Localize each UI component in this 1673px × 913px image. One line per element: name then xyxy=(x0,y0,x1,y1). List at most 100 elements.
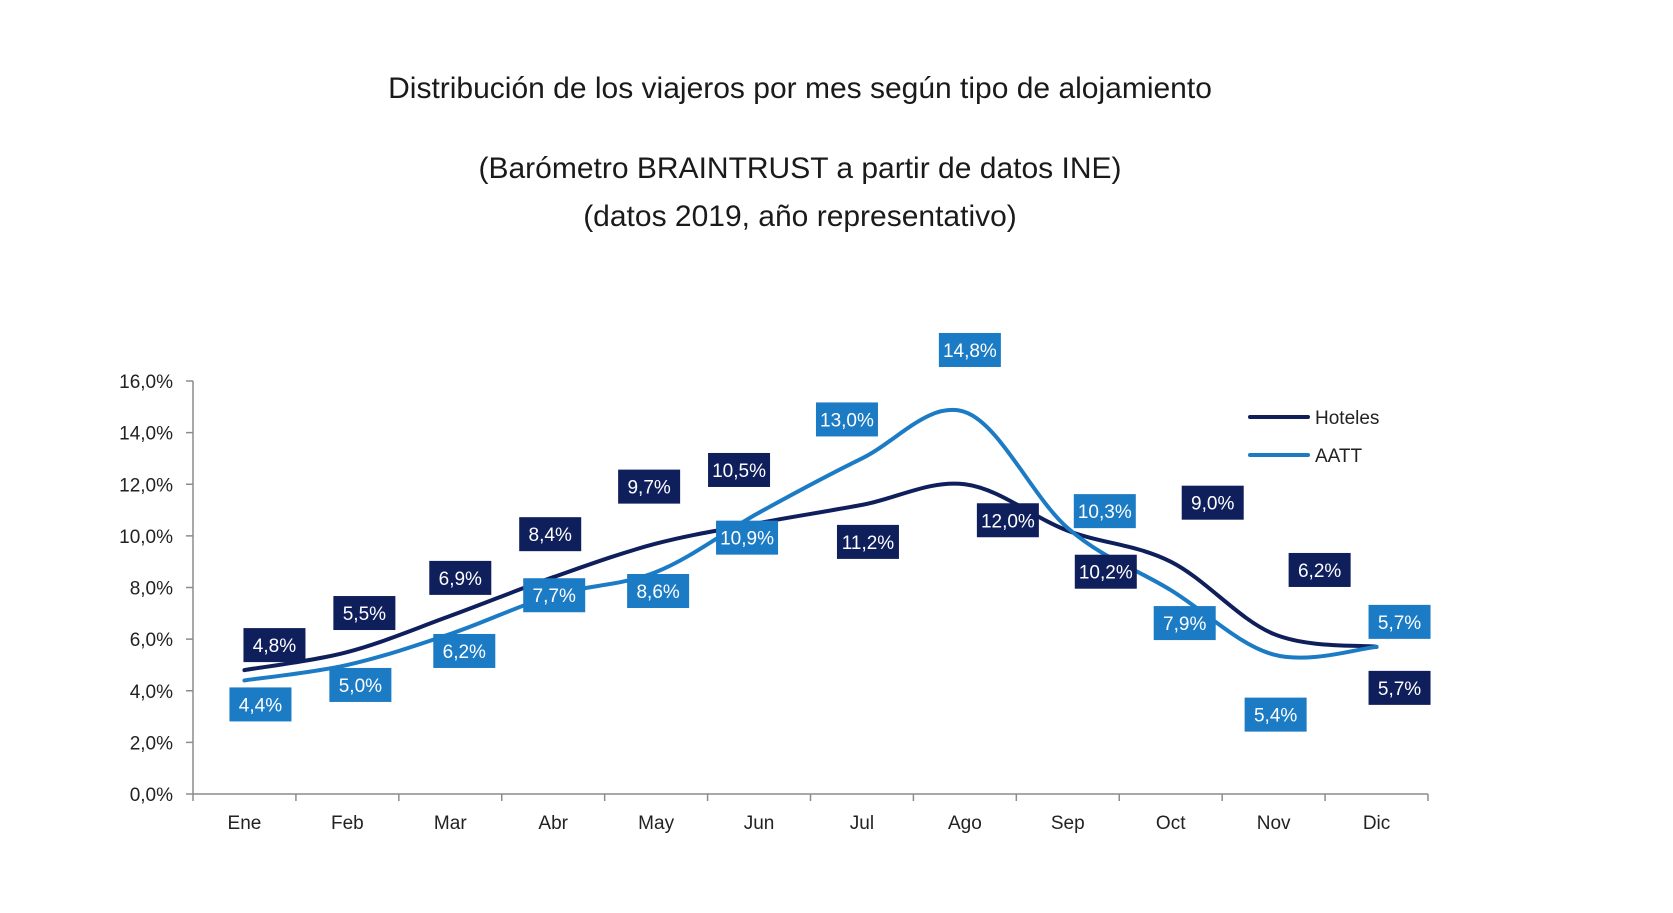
chart-axes: 0,0% 2,0% 4,0% 6,0% 8,0% 10,0% 12,0% 14,0% 16,0%… xyxy=(119,372,1429,834)
data-label-hoteles: 9,7% xyxy=(618,469,681,504)
x-tick-label: Sep xyxy=(1051,813,1085,834)
x-tick-label: Ene xyxy=(228,813,262,834)
data-label-box xyxy=(519,517,582,552)
data-label-box xyxy=(1244,697,1307,732)
data-label-box xyxy=(836,524,899,559)
y-tick-label: 4,0% xyxy=(130,682,173,703)
data-label-aatt: 10,3% xyxy=(1073,494,1136,529)
data-label-box xyxy=(333,596,396,631)
data-label-hoteles: 6,2% xyxy=(1288,552,1351,587)
data-label-text: 9,7% xyxy=(627,478,670,499)
data-label-text: 5,7% xyxy=(1378,679,1421,700)
data-label-text: 5,0% xyxy=(339,676,382,697)
data-label-text: 4,8% xyxy=(253,636,296,657)
data-label-text: 7,9% xyxy=(1163,614,1206,635)
data-label-box xyxy=(243,628,306,663)
data-label-box xyxy=(523,578,586,613)
data-label-aatt: 6,2% xyxy=(433,633,496,668)
data-label-text: 6,9% xyxy=(439,569,482,590)
x-tick-label: Abr xyxy=(538,813,568,834)
data-label-text: 7,7% xyxy=(533,586,576,607)
chart-title: Distribución de los viajeros por mes seg… xyxy=(388,72,1212,105)
data-label-box xyxy=(708,452,771,487)
x-tick-label: Jun xyxy=(744,813,775,834)
data-labels: 4,8% 5,5% 6,9% 8,4% 9,7% 10,5% 11,2% 12,0% 10,2%… xyxy=(229,332,1431,732)
legend-label: AATT xyxy=(1315,446,1363,467)
data-label-text: 11,2% xyxy=(842,533,895,554)
data-label-box xyxy=(627,574,690,609)
data-label-text: 12,0% xyxy=(981,511,1035,532)
y-tick-label: 10,0% xyxy=(119,527,173,548)
data-label-aatt: 8,6% xyxy=(627,574,690,609)
legend-item-aatt: AATT xyxy=(1248,446,1363,467)
x-tick-label: May xyxy=(638,813,674,834)
data-label-text: 5,7% xyxy=(1378,613,1421,634)
y-tick-label: 14,0% xyxy=(119,424,173,445)
series-line-hoteles xyxy=(242,481,1379,673)
x-tick-label: Oct xyxy=(1156,813,1186,834)
chart-subtitle-line-2: (datos 2019, año representativo) xyxy=(583,200,1017,233)
data-label-box xyxy=(329,667,392,702)
data-label-box xyxy=(1074,554,1137,589)
data-label-aatt: 10,9% xyxy=(716,520,779,555)
data-label-text: 10,5% xyxy=(712,461,766,482)
data-label-text: 10,2% xyxy=(1079,563,1133,584)
data-label-box xyxy=(1288,552,1351,587)
x-tick-label: Mar xyxy=(434,813,467,834)
data-label-text: 14,8% xyxy=(943,341,997,362)
data-label-text: 8,6% xyxy=(636,582,679,603)
data-label-box xyxy=(716,520,779,555)
data-label-text: 6,2% xyxy=(1298,561,1341,582)
data-label-hoteles: 5,7% xyxy=(1368,670,1431,705)
y-tick-label: 0,0% xyxy=(130,785,173,806)
legend-label: Hoteles xyxy=(1315,408,1379,429)
data-label-box xyxy=(229,687,292,722)
data-label-hoteles: 6,9% xyxy=(429,560,492,595)
data-label-box xyxy=(938,332,1001,367)
data-label-text: 9,0% xyxy=(1191,494,1234,515)
data-label-text: 4,4% xyxy=(239,695,282,716)
data-label-aatt: 5,4% xyxy=(1244,697,1307,732)
y-tick-label: 8,0% xyxy=(130,579,173,600)
data-label-aatt: 5,0% xyxy=(329,667,392,702)
y-tick-label: 12,0% xyxy=(119,475,173,496)
x-tick-label: Nov xyxy=(1257,813,1291,834)
data-label-aatt: 13,0% xyxy=(815,402,878,437)
data-label-box xyxy=(1153,606,1216,641)
data-label-box xyxy=(976,503,1039,538)
data-label-hoteles: 10,2% xyxy=(1074,554,1137,589)
data-label-aatt: 5,7% xyxy=(1368,604,1431,639)
data-label-aatt: 7,7% xyxy=(523,578,586,613)
data-label-hoteles: 9,0% xyxy=(1181,485,1244,520)
data-label-text: 5,4% xyxy=(1254,706,1297,727)
data-label-box xyxy=(618,469,681,504)
y-tick-label: 2,0% xyxy=(130,733,173,754)
y-tick-label: 6,0% xyxy=(130,630,173,651)
x-tick-label: Jul xyxy=(850,813,874,834)
chart-subtitle-line-1: (Barómetro BRAINTRUST a partir de datos … xyxy=(478,152,1122,185)
x-tick-label: Feb xyxy=(331,813,364,834)
data-label-box xyxy=(433,633,496,668)
data-label-text: 13,0% xyxy=(820,410,874,431)
x-tick-label: Dic xyxy=(1363,813,1390,834)
data-label-text: 10,9% xyxy=(720,529,774,550)
data-label-aatt: 4,4% xyxy=(229,687,292,722)
x-tick-label: Ago xyxy=(948,813,982,834)
data-label-text: 10,3% xyxy=(1078,502,1132,523)
data-label-box xyxy=(1181,485,1244,520)
data-label-hoteles: 10,5% xyxy=(708,452,771,487)
legend-item-hoteles: Hoteles xyxy=(1248,408,1379,429)
data-label-box xyxy=(1073,494,1136,529)
data-label-hoteles: 4,8% xyxy=(243,628,306,663)
data-label-aatt: 14,8% xyxy=(938,332,1001,367)
data-label-hoteles: 8,4% xyxy=(519,517,582,552)
data-label-box xyxy=(815,402,878,437)
data-label-hoteles: 12,0% xyxy=(976,503,1039,538)
data-label-hoteles: 11,2% xyxy=(836,524,899,559)
chart-legend: Hoteles AATT xyxy=(1248,408,1379,467)
data-label-box xyxy=(1368,670,1431,705)
y-tick-label: 16,0% xyxy=(119,372,173,393)
data-label-hoteles: 5,5% xyxy=(333,596,396,631)
data-label-box xyxy=(429,560,492,595)
